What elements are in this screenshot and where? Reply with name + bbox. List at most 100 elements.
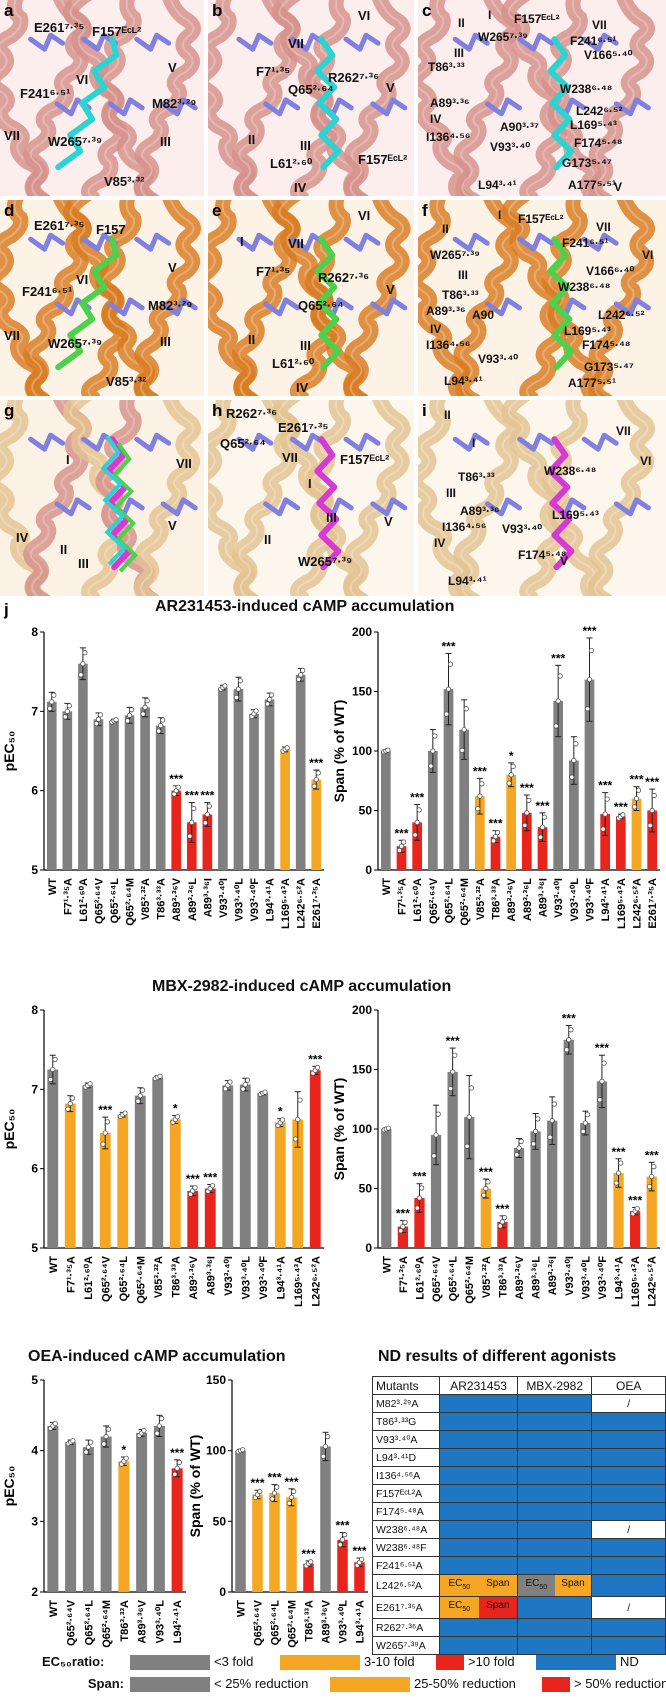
nd-header-ar231453: AR231453 — [439, 1376, 519, 1395]
structure-panel-c: c II I F157ᴱᶜᴸ² VII W265⁷·³⁹ F241⁶·⁵¹ III V166⁵·… — [418, 0, 666, 196]
data-point — [295, 1116, 301, 1123]
significance-label: *** — [535, 799, 549, 813]
data-point — [227, 1079, 233, 1085]
x-tick-label: L242⁶·⁵²A — [647, 1256, 659, 1307]
residue-label: A89³·³⁶ — [426, 304, 466, 318]
residue-label: L61²·⁶⁰ — [270, 156, 313, 171]
nd-mutant-cell: E261⁷·³⁵A — [371, 1596, 441, 1619]
x-tick-label: Q65²·⁶⁴L — [444, 878, 456, 924]
x-tick-label: A89³·³⁶I — [202, 878, 214, 917]
y-tick-label: 50 — [359, 1182, 373, 1196]
data-point — [174, 1114, 181, 1120]
residue-label: V93³·⁴⁰ — [478, 352, 519, 366]
bar — [202, 814, 213, 870]
data-point — [435, 1111, 441, 1117]
nd-oea-cell — [591, 1448, 666, 1467]
bar — [568, 760, 579, 870]
significance-label: *** — [185, 789, 199, 803]
mbx-span-chart: 0 50 100 150 200 Span (% of WT) WT *** F7¹·³⁵A **… — [331, 1003, 660, 1307]
y-axis-label: Span (% of WT) — [331, 1078, 347, 1181]
residue-label: L94³·⁴¹ — [448, 574, 487, 588]
bar — [646, 1176, 657, 1248]
nd-oea-cell — [591, 1502, 666, 1521]
data-point — [431, 1153, 437, 1159]
y-tick-label: 0 — [219, 1585, 226, 1599]
nd-ar-cell — [439, 1618, 519, 1637]
x-tick-label: Q65²·⁶⁴L — [83, 1600, 95, 1646]
helix-label: VI — [76, 272, 89, 287]
significance-label: *** — [629, 773, 643, 787]
helix-label: V — [168, 260, 177, 275]
x-tick-label: T86³·³³A — [170, 1256, 182, 1298]
significance-label: *** — [267, 1471, 281, 1485]
residue-label: I136⁴·⁵⁶ — [426, 130, 471, 144]
data-point — [602, 811, 608, 817]
residue-label: I136⁴·⁵⁶ — [442, 520, 487, 534]
nd-mbx-cell — [517, 1430, 593, 1449]
significance-label: *** — [551, 651, 565, 665]
residue-label: E261⁷·³⁵ — [34, 218, 85, 233]
residue-label: T86³·³³ — [458, 470, 495, 484]
residue-label: V85³·³² — [106, 374, 147, 389]
bar — [152, 1077, 164, 1248]
nd-mutant-cell: F174⁵·⁴⁸A — [371, 1502, 441, 1521]
bar — [596, 1081, 608, 1248]
nd-oea-cell — [591, 1636, 666, 1655]
significance-label: *** — [200, 789, 214, 803]
data-point — [156, 728, 162, 734]
structure-panel-d: d E261⁷·³⁵ F157 F241⁶·⁵¹ VI V VII W265⁷·³⁹ M82³·… — [0, 200, 204, 396]
data-point — [320, 1453, 326, 1459]
nd-table-row: W238⁶·⁴⁸A / — [371, 1520, 666, 1539]
helix-label: III — [446, 486, 457, 500]
oea-span-chart: 0 50 100 150 Span (% of WT) WT *** Q65²·⁶⁴V *** Q… — [187, 1373, 368, 1648]
data-point — [93, 721, 100, 727]
bar — [64, 1103, 76, 1248]
nd-oea-cell: / — [591, 1394, 666, 1413]
bar — [295, 674, 306, 870]
nd-ar-cell — [439, 1484, 519, 1503]
bar — [580, 1123, 591, 1248]
data-point — [535, 1116, 541, 1122]
legend-swatch-orange — [280, 1655, 360, 1671]
panel-label-j: j — [4, 600, 9, 619]
data-point — [157, 1073, 163, 1079]
residue-label: F241⁶·⁵¹ — [570, 34, 617, 48]
data-point — [62, 714, 68, 720]
data-point — [557, 673, 563, 679]
x-tick-label: T86³·³³A — [119, 1600, 131, 1642]
x-tick-label: L61²·⁶⁰A — [83, 1256, 95, 1300]
data-point — [103, 1433, 109, 1440]
data-point — [419, 1185, 425, 1191]
significance-label: *** — [488, 817, 502, 831]
data-point — [137, 1093, 143, 1099]
helix-label: VI — [642, 248, 654, 262]
nd-mbx-cell: EC50 Span — [517, 1574, 593, 1597]
data-point — [568, 1027, 574, 1033]
legend-swatch-blue — [536, 1655, 616, 1671]
data-point — [649, 1174, 655, 1180]
residue-label: G173⁵·⁴⁷ — [584, 360, 634, 374]
nd-oea-cell — [591, 1430, 666, 1449]
y-tick-label: 100 — [352, 1122, 372, 1136]
bar — [155, 725, 166, 870]
data-point — [582, 1120, 588, 1126]
nd-ar-cell — [439, 1466, 519, 1485]
x-tick-label: V93³·⁴⁰L — [338, 1600, 350, 1644]
data-point — [315, 770, 321, 776]
data-point — [288, 1494, 295, 1500]
helix-label: IV — [16, 530, 29, 545]
x-tick-label: Q65²·⁶⁴V — [431, 1255, 443, 1302]
nd-table-row: L94³·⁴¹D — [371, 1448, 666, 1467]
data-point — [64, 708, 70, 714]
data-point — [311, 783, 317, 789]
helix-label: V — [614, 180, 623, 194]
bar — [169, 1119, 181, 1248]
nd-oea-cell — [591, 1538, 666, 1557]
residue-label: A90³·³⁷ — [500, 120, 539, 134]
bar — [65, 1442, 77, 1592]
bar — [647, 810, 658, 870]
helix-label: VII — [616, 424, 631, 438]
data-point — [604, 796, 610, 802]
x-tick-label: L94³·⁴¹A — [600, 878, 612, 921]
